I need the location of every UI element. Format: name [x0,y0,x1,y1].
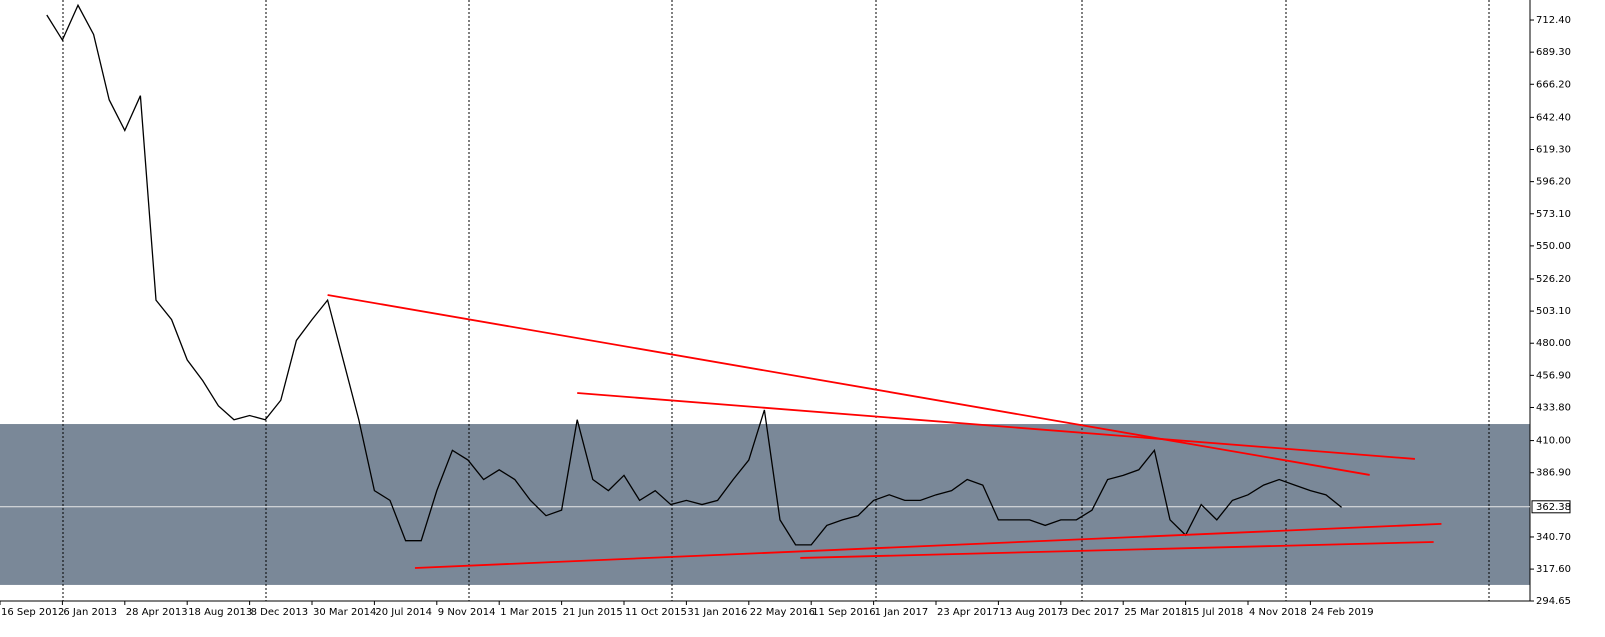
x-tick-label: 1 Jan 2017 [875,607,929,618]
y-tick-label: 294.65 [1536,596,1571,607]
y-tick-label: 456.90 [1536,370,1571,381]
period-separators [62,0,1490,601]
y-tick-label: 317.60 [1536,564,1571,575]
y-tick-label: 480.00 [1536,338,1571,349]
current-price-label: 362.38 [1536,502,1571,513]
x-tick-label: 30 Mar 2014 [313,607,376,618]
current-price-box [1531,500,1571,514]
y-tick-label: 596.20 [1536,177,1571,188]
x-tick-label: 8 Dec 2013 [251,607,309,618]
x-tick-label: 31 Jan 2016 [687,607,747,618]
x-tick-label: 9 Nov 2014 [438,607,496,618]
trendline [327,294,1370,476]
y-tick-label: 550.00 [1536,241,1571,252]
y-tick-label: 503.10 [1536,306,1571,317]
y-tick-label: 666.20 [1536,79,1571,90]
y-tick-label: 619.30 [1536,145,1571,156]
x-tick-label: 18 Aug 2013 [188,607,252,618]
trendline [414,522,1442,569]
x-tick-label: 11 Oct 2015 [625,607,687,618]
zone-layer [0,424,1530,585]
y-tick-label: 712.40 [1536,15,1571,26]
x-tick-label: 25 Mar 2018 [1124,607,1187,618]
x-tick-label: 11 Sep 2016 [812,607,875,618]
x-tick-label: 28 Apr 2013 [126,607,188,618]
x-tick-label: 6 Jan 2013 [63,607,117,618]
x-tick-label: 15 Jul 2018 [1187,607,1244,618]
x-tick-label: 16 Sep 2012 [1,607,64,618]
y-tick-label: 410.00 [1536,436,1571,447]
y-tick-label: 689.30 [1536,47,1571,58]
x-tick-label: 13 Aug 2017 [999,607,1063,618]
x-tick-label: 1 Mar 2015 [500,607,557,618]
y-tick-label: 642.40 [1536,112,1571,123]
x-tick-label: 21 Jun 2015 [563,607,623,618]
x-tick-label: 4 Nov 2018 [1249,607,1307,618]
price-line [46,3,1343,546]
x-tick-label: 22 May 2016 [750,607,815,618]
x-tick-label: 3 Dec 2017 [1062,607,1120,618]
y-tick-label: 526.20 [1536,274,1571,285]
y-tick-label: 386.90 [1536,468,1571,479]
support-zone [0,424,1530,585]
x-tick-label: 20 Jul 2014 [375,607,432,618]
y-tick-label: 340.70 [1536,532,1571,543]
y-tick-label: 573.10 [1536,209,1571,220]
x-tick-label: 23 Apr 2017 [937,607,999,618]
trendline [800,541,1434,559]
y-tick-label: 433.80 [1536,402,1571,413]
x-tick-label: 24 Feb 2019 [1311,607,1373,618]
trendline [577,392,1415,460]
